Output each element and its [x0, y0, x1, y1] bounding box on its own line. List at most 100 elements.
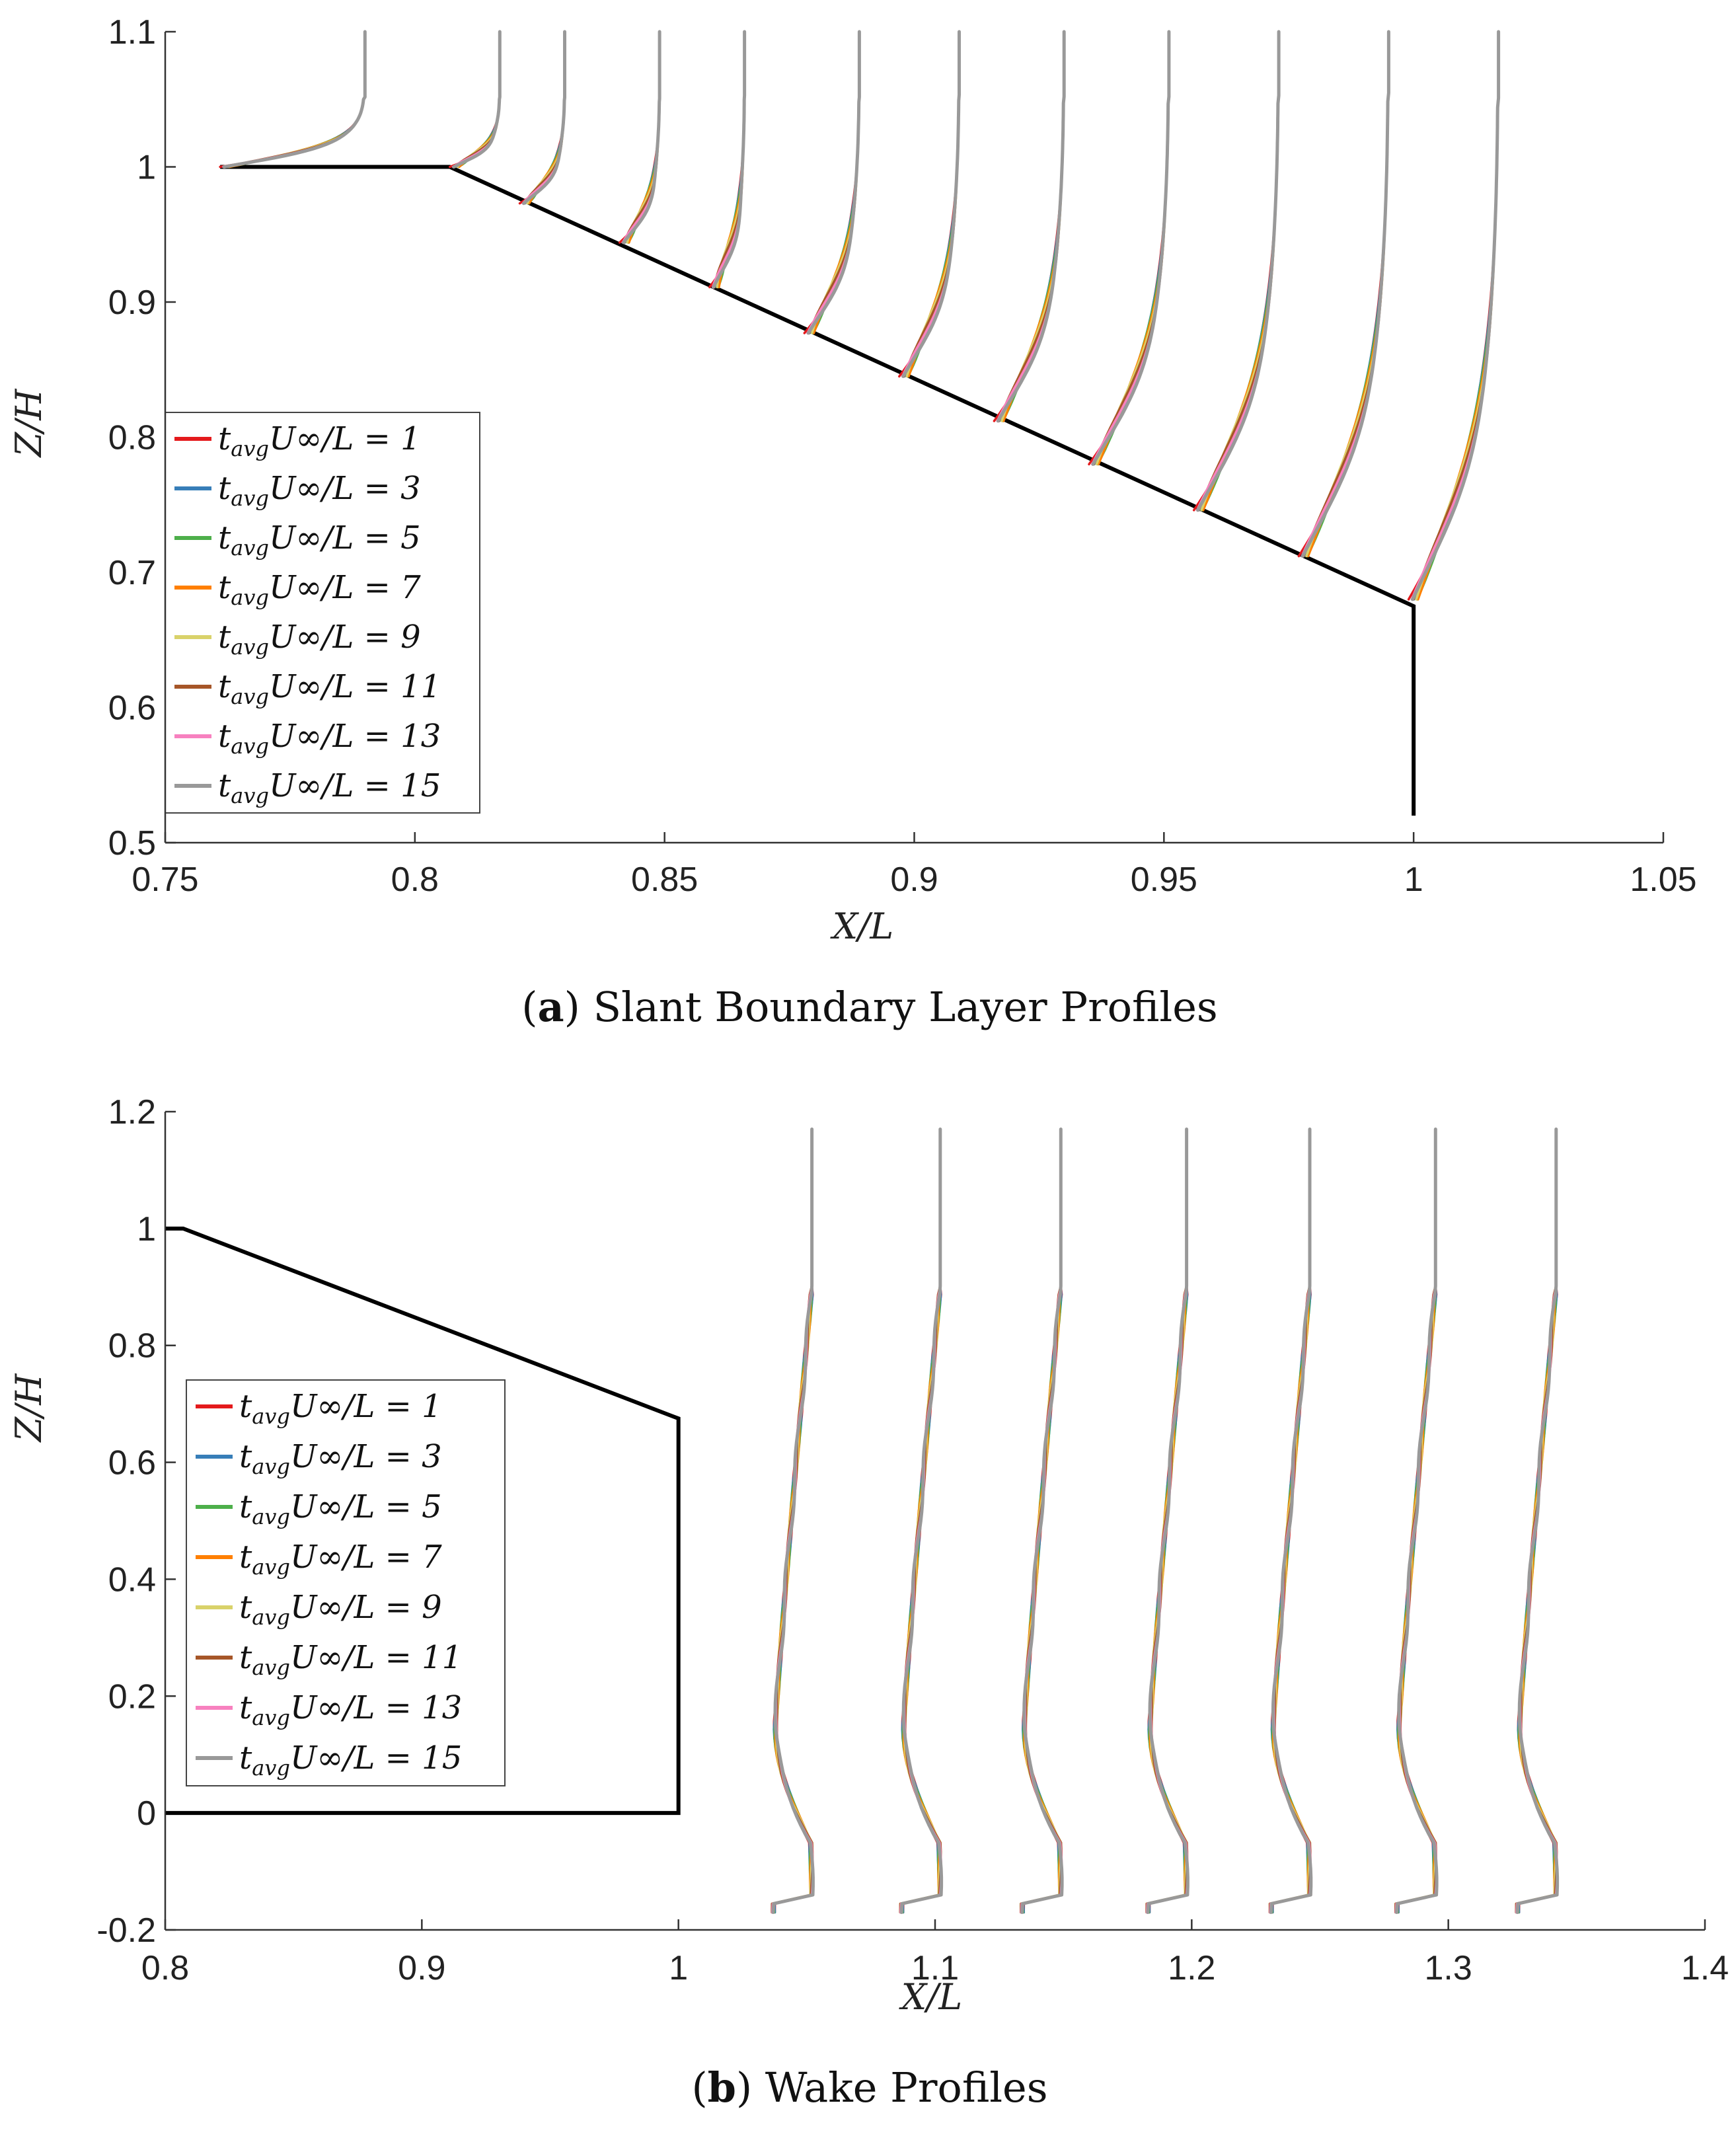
legend-label-subscript: avg — [252, 1705, 290, 1730]
legend-label-part: t — [218, 619, 231, 656]
profile-line-t5 — [227, 30, 367, 169]
legend-label-part: U∞/L = 9 — [290, 1589, 442, 1626]
caption-text: Wake Profiles — [765, 2063, 1048, 2112]
legend-label-subscript: avg — [252, 1454, 290, 1479]
profile-line-t15 — [806, 30, 861, 335]
y-axis-label: Z/H — [8, 389, 50, 459]
legend-label: tavgU∞/L = 7 — [239, 1539, 442, 1580]
legend-label-subscript: avg — [231, 585, 269, 610]
profile-line-t15 — [1411, 30, 1501, 601]
x-axis-ticks: 0.75 0.8 0.85 0.9 0.95 1 1.05 — [132, 832, 1697, 899]
legend-label-part: U∞/L = 13 — [269, 718, 441, 755]
profile-line-t15 — [1020, 1128, 1064, 1914]
x-tick-label: 0.8 — [141, 1949, 189, 1987]
legend-label-subscript: avg — [252, 1605, 290, 1630]
profile-line-t15 — [899, 1128, 944, 1914]
x-tick-label: 0.95 — [1131, 861, 1197, 899]
profile-line-t15 — [901, 30, 961, 378]
legend-label-subscript: avg — [231, 634, 269, 660]
profile-line-t1 — [219, 30, 367, 169]
legend-label-subscript: avg — [252, 1554, 290, 1580]
x-tick-label: 1.1 — [911, 1949, 959, 1987]
profile-line-t15 — [222, 30, 367, 169]
y-tick-label: 0.8 — [108, 1327, 156, 1365]
profile-line-t7 — [228, 30, 367, 169]
legend-label-subscript: avg — [231, 436, 269, 461]
body-outline-line — [165, 1226, 681, 1816]
x-axis-label: X/L — [899, 1976, 963, 2018]
profile-line-t7 — [1002, 30, 1065, 422]
profile-line-t13 — [1301, 30, 1390, 558]
profile-line-t9 — [1095, 30, 1170, 466]
x-tick-label: 0.9 — [890, 861, 938, 899]
legend-label: tavgU∞/L = 9 — [218, 619, 421, 660]
legend-label: tavgU∞/L = 15 — [218, 767, 441, 808]
x-tick-label: 1.3 — [1425, 1949, 1472, 1987]
y-tick-label: 0.6 — [108, 1444, 156, 1482]
profile-line-t9 — [456, 30, 502, 169]
chart-panel-wake: 0.8 0.9 1 1.1 1.2 1.3 1.4 -0.2 0 0.2 0.4 0.6 0.8 1 1.… — [8, 1093, 1729, 2112]
y-axis-ticks: 0.5 0.6 0.7 0.8 0.9 1 1.1 — [108, 13, 176, 862]
legend-label-part: U∞/L = 1 — [269, 420, 421, 457]
legend-label: tavgU∞/L = 1 — [218, 420, 421, 461]
legend-box — [186, 1379, 506, 1786]
y-axis-ticks: -0.2 0 0.2 0.4 0.6 0.8 1 1.2 — [96, 1093, 176, 1950]
caption: (b) Wake Profiles — [691, 2063, 1047, 2112]
profile-series — [771, 1128, 1560, 1914]
x-axis-ticks: 0.8 0.9 1 1.1 1.2 1.3 1.4 — [141, 1919, 1729, 1987]
profile-line-t7 — [1417, 30, 1500, 601]
legend-label: tavgU∞/L = 3 — [239, 1438, 442, 1479]
legend-label-part: t — [239, 1639, 252, 1676]
y-tick-label: 1.1 — [108, 13, 156, 52]
y-tick-label: 0.9 — [108, 284, 156, 322]
x-tick-label: 0.8 — [391, 861, 439, 899]
profile-line-t15 — [1196, 30, 1281, 512]
legend-label-part: t — [239, 1689, 252, 1726]
legend-label: tavgU∞/L = 11 — [239, 1639, 462, 1680]
body-outline-line — [220, 165, 1416, 816]
legend-label-part: U∞/L = 5 — [290, 1488, 442, 1525]
body-outline — [220, 165, 1416, 816]
legend-label-part: U∞/L = 13 — [290, 1689, 462, 1726]
y-tick-label: 0.6 — [108, 689, 156, 728]
y-tick-label: 0.8 — [108, 419, 156, 457]
profile-line-t3 — [1302, 30, 1390, 558]
profile-line-t13 — [806, 30, 861, 334]
y-tick-label: 0.5 — [108, 824, 156, 862]
legend-label-part: t — [218, 718, 231, 755]
x-tick-label: 0.85 — [631, 861, 698, 899]
profile-line-t5 — [457, 30, 502, 169]
legend-label-part: t — [239, 1740, 252, 1777]
y-tick-label: 0.7 — [108, 554, 156, 592]
x-tick-label: 1.05 — [1630, 861, 1696, 899]
x-tick-label: 1 — [669, 1949, 688, 1987]
x-tick-label: 1.4 — [1681, 1949, 1729, 1987]
legend-label-subscript: avg — [231, 535, 269, 560]
x-tick-label: 0.9 — [398, 1949, 445, 1987]
y-tick-label: 0.4 — [108, 1560, 156, 1599]
body-outline — [165, 1226, 681, 1816]
x-tick-label: 1 — [1404, 861, 1423, 899]
profile-line-t9 — [1305, 30, 1390, 558]
profile-line-t3 — [1197, 30, 1280, 512]
profile-line-t11 — [623, 30, 661, 244]
profile-line-t9 — [226, 30, 367, 169]
legend-label: tavgU∞/L = 13 — [239, 1689, 462, 1730]
legend-label-part: t — [218, 767, 231, 804]
profile-line-t15 — [622, 30, 661, 245]
legend-label-part: t — [218, 519, 231, 556]
profile-line-t9 — [1415, 30, 1500, 601]
profile-line-t3 — [224, 30, 367, 169]
profile-line-t5 — [1201, 30, 1280, 512]
y-tick-label: 0 — [137, 1794, 156, 1833]
profile-line-t15 — [996, 30, 1066, 423]
legend-label-subscript: avg — [252, 1655, 290, 1680]
profile-line-t11 — [453, 30, 502, 169]
legend-label-part: U∞/L = 11 — [269, 668, 441, 705]
profile-line-t5 — [1416, 30, 1500, 601]
legend-label-part: t — [239, 1438, 252, 1475]
profile-series — [219, 30, 1501, 601]
profile-line-t7 — [458, 30, 502, 169]
x-axis-label: X/L — [830, 905, 894, 947]
